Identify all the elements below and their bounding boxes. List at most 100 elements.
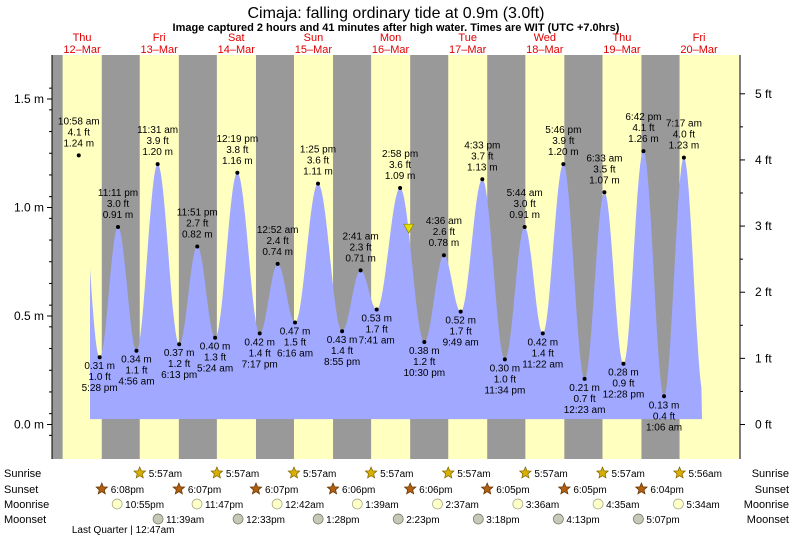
- day-date-label: 17–Mar: [449, 44, 487, 56]
- tide-time-label: 11:31 am: [137, 125, 178, 136]
- tide-feet-label: 4.1 ft: [632, 123, 654, 134]
- row-label-left: Moonrise: [4, 499, 49, 511]
- moonrise-icon: [111, 498, 123, 510]
- moonset-icon: [633, 513, 644, 525]
- right-tick-label: 3 ft: [755, 219, 772, 233]
- tide-metre-label: 1.09 m: [385, 171, 416, 182]
- tide-metre-label: 0.28 m: [608, 368, 639, 379]
- day-date-label: 20–Mar: [680, 44, 718, 56]
- tide-feet-label: 1.1 ft: [125, 366, 147, 377]
- low-tide-point: [621, 361, 626, 366]
- tide-feet-label: 3.0 ft: [514, 199, 536, 210]
- tide-metre-label: 0.43 m: [327, 335, 358, 346]
- tide-feet-label: 2.7 ft: [186, 219, 208, 230]
- tide-point-labels: 10:58 am4.1 ft1.24 m0.31 m1.0 ft5:28 pm1…: [58, 112, 702, 433]
- sunrise-time: 5:57am: [457, 469, 490, 480]
- tide-feet-label: 1.7 ft: [366, 324, 388, 335]
- low-tide-point: [582, 376, 587, 381]
- sunset-time: 6:05pm: [496, 485, 529, 496]
- low-tide-point: [662, 394, 667, 399]
- tide-time-label: 12:28 pm: [603, 390, 645, 401]
- day-name-label: Thu: [73, 32, 92, 44]
- tide-time-label: 9:49 am: [443, 338, 479, 349]
- tide-time-label: 4:36 am: [426, 216, 462, 227]
- tide-time-label: 1:25 pm: [300, 145, 336, 156]
- tide-metre-label: 0.74 m: [262, 247, 293, 258]
- sunset-icon: [557, 482, 571, 495]
- moonrise-time: 2:37am: [446, 500, 479, 511]
- day-name-label: Sat: [228, 32, 245, 44]
- tide-metre-label: 0.71 m: [345, 253, 376, 264]
- moonset-icon: [312, 513, 324, 525]
- tide-metre-label: 0.78 m: [429, 238, 460, 249]
- tide-time-label: 5:44 am: [507, 188, 543, 199]
- moonset-time: 2:23pm: [406, 515, 439, 526]
- tide-feet-label: 1.4 ft: [532, 348, 554, 359]
- tide-feet-label: 1.2 ft: [168, 359, 190, 370]
- day-date-label: 13–Mar: [141, 44, 179, 56]
- moonset-icon: [553, 513, 564, 525]
- tide-metre-label: 0.37 m: [164, 348, 195, 359]
- low-tide-point: [458, 309, 463, 314]
- low-tide-point: [134, 348, 139, 353]
- moonrise-icon: [271, 498, 283, 510]
- high-tide-point: [561, 162, 566, 167]
- tide-feet-label: 2.6 ft: [433, 227, 455, 238]
- sunset-icon: [172, 482, 186, 495]
- tide-feet-label: 3.7 ft: [471, 151, 493, 162]
- tide-time-label: 11:34 pm: [484, 385, 525, 396]
- tide-feet-label: 1.3 ft: [204, 353, 226, 364]
- tide-metre-label: 1.07 m: [589, 175, 620, 186]
- moonrise-time: 3:36am: [526, 500, 559, 511]
- low-tide-point: [540, 331, 545, 336]
- high-tide-point: [641, 149, 646, 154]
- moonrise-time: 4:35am: [606, 500, 639, 511]
- sunrise-icon: [133, 466, 147, 479]
- tide-feet-label: 0.9 ft: [612, 379, 634, 390]
- sunset-icon: [95, 482, 109, 495]
- row-label-right: Moonset: [747, 514, 789, 526]
- left-tick-label: 1.5 m: [14, 92, 44, 106]
- sunset-icon: [326, 482, 340, 495]
- tide-time-label: 12:19 pm: [216, 134, 258, 145]
- tide-feet-label: 2.3 ft: [349, 242, 371, 253]
- tide-metre-label: 0.47 m: [280, 327, 311, 338]
- moonset-icon: [472, 513, 484, 525]
- tide-feet-label: 3.9 ft: [147, 136, 169, 147]
- high-tide-point: [358, 268, 363, 273]
- tide-time-label: 11:51 pm: [177, 208, 218, 219]
- low-tide-point: [340, 329, 345, 334]
- tide-time-label: 2:41 am: [343, 231, 379, 242]
- tide-feet-label: 1.2 ft: [413, 357, 435, 368]
- sunset-time: 6:08pm: [111, 485, 144, 496]
- left-tick-label: 0.5 m: [14, 309, 44, 323]
- tide-feet-label: 2.4 ft: [267, 236, 289, 247]
- tide-feet-label: 1.0 ft: [89, 372, 111, 383]
- tide-time-label: 8:55 pm: [324, 357, 360, 368]
- sunrise-icon: [441, 466, 455, 479]
- high-tide-point: [235, 170, 240, 175]
- night-band: [52, 55, 63, 459]
- moonset-time: 4:13pm: [566, 515, 599, 526]
- day-date-label: 15–Mar: [295, 44, 333, 56]
- row-label-right: Moonrise: [744, 499, 789, 511]
- moonrise-time: 12:42am: [285, 500, 324, 511]
- moonrise-icon: [592, 498, 604, 510]
- axes: 0.0 m 0.5 m 1.0 m 1.5 m 0 ft 1 ft 2 ft 3 ft 4 ft…: [14, 55, 772, 459]
- tide-time-label: 5:24 am: [197, 364, 233, 375]
- row-label-left: Moonset: [4, 514, 46, 526]
- sunset-icon: [249, 482, 263, 495]
- tide-area: [90, 151, 702, 420]
- high-tide-point: [441, 253, 446, 258]
- sunset-icon: [403, 482, 417, 495]
- sunrise-icon: [595, 466, 610, 479]
- right-tick-label: 0 ft: [755, 418, 772, 432]
- low-tide-point: [374, 307, 379, 312]
- right-tick-label: 5 ft: [755, 87, 772, 101]
- row-label-left: Sunrise: [4, 468, 41, 480]
- row-label-right: Sunset: [755, 484, 789, 496]
- tide-feet-label: 3.6 ft: [307, 156, 329, 167]
- tide-time-label: 7:17 pm: [242, 359, 278, 370]
- tide-feet-label: 1.4 ft: [331, 346, 353, 357]
- day-name-label: Wed: [534, 32, 556, 44]
